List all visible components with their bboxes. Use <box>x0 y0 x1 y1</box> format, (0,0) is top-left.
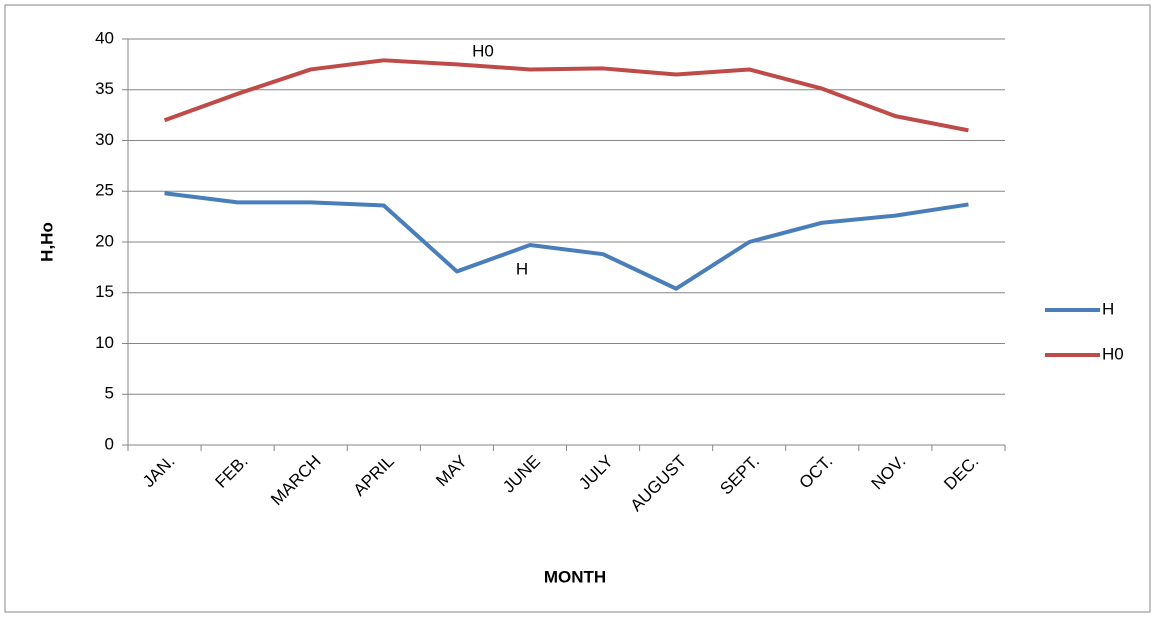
y-tick-label: 30 <box>95 130 114 149</box>
x-axis-label: MONTH <box>544 567 606 586</box>
y-tick-label: 20 <box>95 231 114 250</box>
y-tick-label: 15 <box>95 282 114 301</box>
legend-label: H0 <box>1102 344 1124 363</box>
y-tick-label: 5 <box>105 384 114 403</box>
y-tick-label: 10 <box>95 333 114 352</box>
series-line <box>164 191 969 291</box>
annotation: H <box>516 259 528 278</box>
y-tick-label: 0 <box>105 434 114 453</box>
annotation: H0 <box>472 41 494 60</box>
chart-border <box>4 4 1151 613</box>
series-line <box>163 58 969 133</box>
y-tick-label: 40 <box>95 28 114 47</box>
y-tick-label: 35 <box>95 79 114 98</box>
legend-label: H <box>1102 299 1114 318</box>
y-tick-label: 25 <box>95 181 114 200</box>
y-axis-label: H,Ho <box>37 222 56 262</box>
